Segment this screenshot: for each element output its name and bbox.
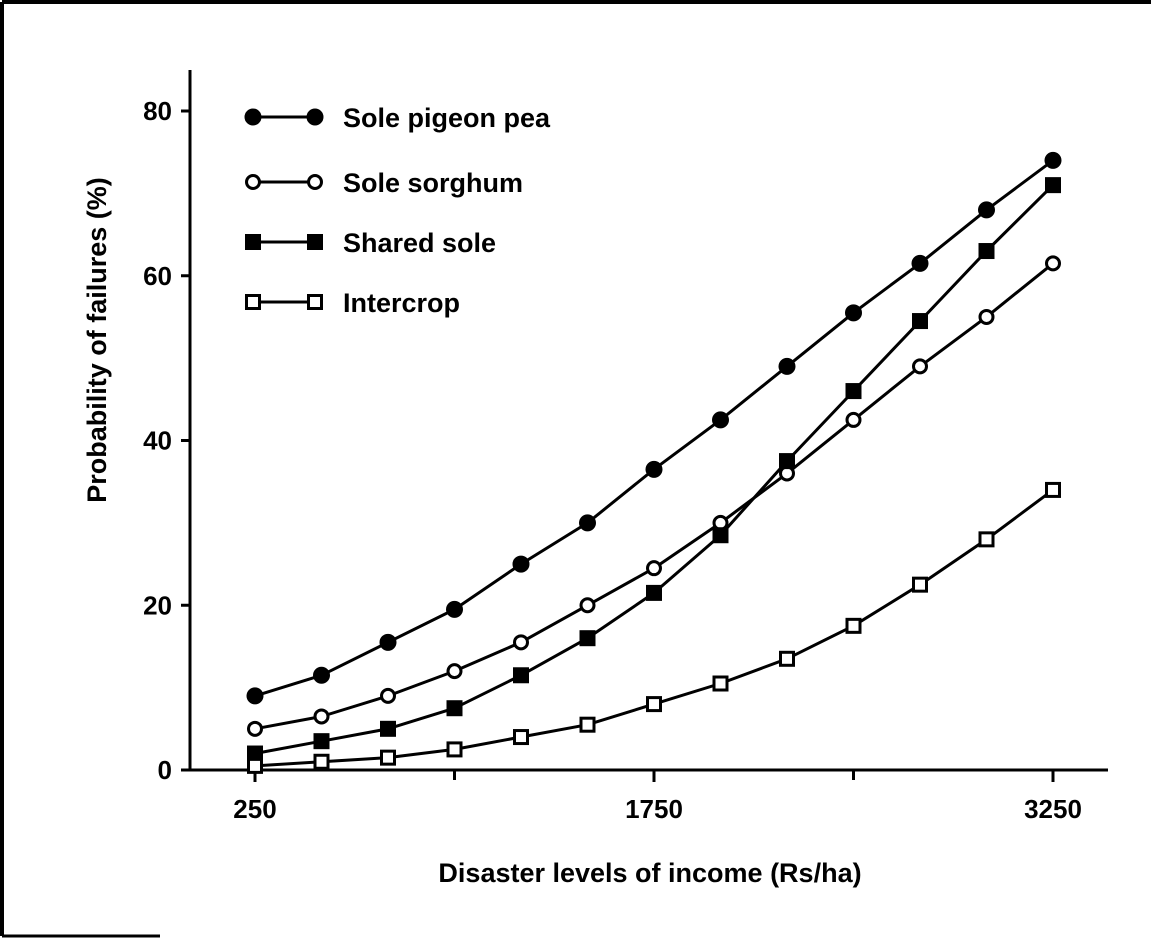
data-point	[380, 687, 396, 704]
data-point	[1045, 481, 1061, 498]
series-shared-sole	[247, 177, 1061, 762]
y-tick-label: 40	[143, 426, 172, 456]
data-point	[579, 630, 596, 647]
data-point	[446, 600, 463, 618]
data-point	[912, 576, 928, 593]
data-point	[978, 201, 995, 219]
legend-label: Sole pigeon pea	[343, 103, 551, 133]
data-point	[313, 708, 330, 725]
series-line	[254, 488, 1054, 768]
x-tick-label: 1750	[625, 794, 683, 824]
legend-label: Intercrop	[343, 288, 460, 318]
data-point	[978, 531, 995, 548]
x-axis-title: Disaster levels of income (Rs/ha)	[438, 858, 861, 888]
data-point	[845, 304, 862, 322]
data-point	[779, 453, 795, 470]
legend-marker	[307, 294, 323, 310]
data-point	[513, 634, 529, 651]
data-point	[845, 617, 862, 634]
data-point	[911, 254, 929, 272]
data-point	[579, 514, 596, 532]
data-point	[712, 411, 729, 429]
data-point	[845, 383, 862, 400]
axes: 0 20 40 60 80 250 1750 3250	[143, 70, 1108, 824]
data-point	[446, 741, 463, 758]
data-point	[446, 700, 463, 717]
data-point	[579, 597, 596, 614]
series-layer	[246, 151, 1062, 774]
legend-marker	[245, 174, 261, 190]
data-point	[712, 675, 729, 692]
data-point	[778, 357, 796, 375]
legend: Sole pigeon pea Sole sorghum Shared sole In…	[244, 103, 551, 318]
data-point	[1045, 255, 1061, 272]
data-point	[646, 584, 662, 601]
legend-label: Shared sole	[343, 228, 496, 258]
legend-marker	[244, 108, 262, 126]
legend-marker	[245, 294, 261, 310]
data-point	[380, 749, 396, 766]
data-point	[513, 667, 529, 684]
legend-item: Shared sole	[245, 228, 496, 258]
data-point	[379, 633, 397, 651]
data-point	[1044, 151, 1062, 169]
x-tick-label: 250	[233, 794, 276, 824]
y-tick-label: 0	[158, 755, 172, 785]
data-point	[845, 411, 862, 428]
data-point	[247, 757, 263, 774]
data-point	[978, 243, 995, 260]
series-line	[254, 262, 1054, 731]
data-point	[645, 460, 663, 478]
data-point	[313, 666, 330, 684]
y-axis-title: Probability of failures (%)	[82, 177, 112, 503]
legend-item: Intercrop	[245, 288, 460, 318]
legend-marker	[245, 234, 261, 250]
series-sole-sorghum	[247, 255, 1061, 737]
y-tick-label: 20	[143, 590, 172, 620]
data-point	[246, 687, 264, 705]
data-point	[646, 560, 662, 577]
data-point	[313, 753, 330, 770]
data-point	[446, 663, 463, 680]
data-point	[512, 555, 530, 573]
series-intercrop	[247, 481, 1061, 774]
data-point	[978, 308, 995, 325]
legend-marker	[306, 108, 324, 126]
data-point	[1045, 177, 1061, 194]
data-point	[380, 720, 396, 737]
data-point	[247, 720, 263, 737]
data-point	[313, 733, 330, 750]
legend-marker	[307, 174, 323, 190]
data-point	[579, 716, 596, 733]
x-tick-label: 3250	[1024, 794, 1082, 824]
legend-marker	[307, 234, 323, 250]
data-point	[779, 650, 795, 667]
data-point	[513, 729, 529, 746]
legend-item: Sole sorghum	[245, 168, 523, 198]
data-point	[712, 527, 729, 544]
legend-label: Sole sorghum	[343, 168, 523, 198]
legend-item: Sole pigeon pea	[244, 103, 551, 133]
y-tick-label: 80	[143, 96, 172, 126]
data-point	[646, 696, 662, 713]
y-tick-label: 60	[143, 261, 172, 291]
series-sole-pigeon-pea	[246, 151, 1062, 705]
data-point	[912, 313, 928, 330]
data-point	[912, 358, 928, 375]
